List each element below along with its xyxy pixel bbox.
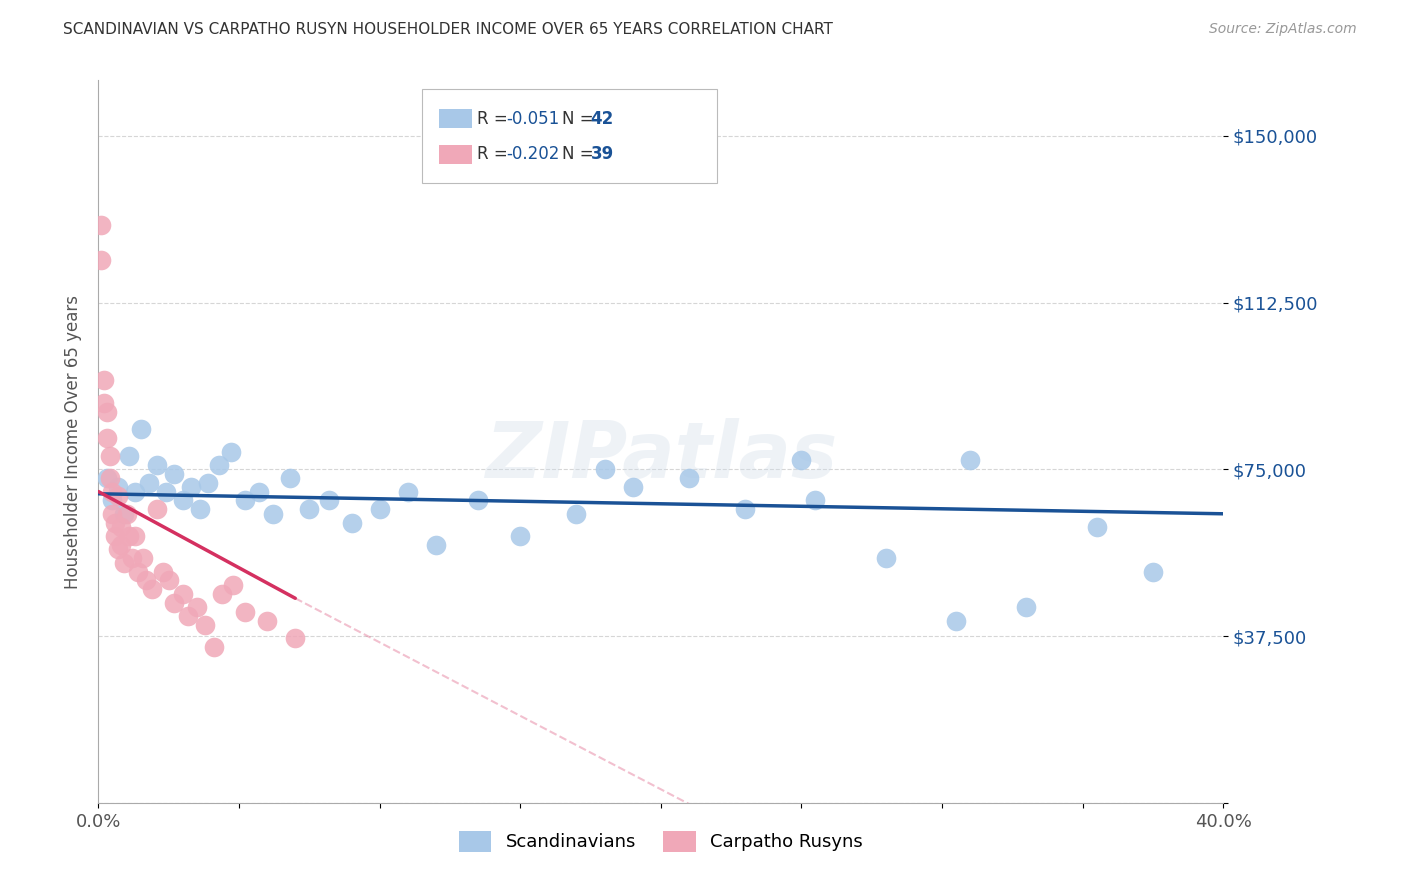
Legend: Scandinavians, Carpatho Rusyns: Scandinavians, Carpatho Rusyns [451,823,870,859]
Point [135,574,157,588]
Point [959,453,981,467]
Text: ZIPatlas: ZIPatlas [485,418,837,494]
Point [163,467,186,481]
Point [678,471,700,485]
Point [132,551,155,566]
Point [118,529,141,543]
Point [98,449,121,463]
Point [219,444,242,458]
Point [101,493,124,508]
Point [211,587,233,601]
Point [96,471,118,485]
Y-axis label: Householder Income Over 65 years: Householder Income Over 65 years [63,294,82,589]
Point [233,493,256,508]
Point [262,507,284,521]
Point [593,462,616,476]
Point [96,431,118,445]
Text: 42: 42 [591,110,614,128]
Point [734,502,756,516]
Text: -0.051: -0.051 [506,110,560,128]
Point [90,253,112,268]
Point [172,493,194,508]
Point [129,422,152,436]
Point [368,502,391,516]
Point [107,480,129,494]
Point [509,529,531,543]
Point [194,618,217,632]
Point [107,542,129,557]
Point [340,516,363,530]
Point [124,484,146,499]
Point [101,507,124,521]
Point [101,484,124,499]
Point [1015,600,1038,615]
Text: N =: N = [562,110,599,128]
Point [256,614,278,628]
Point [112,556,135,570]
Point [110,538,132,552]
Point [157,574,180,588]
Point [284,632,307,646]
Text: R =: R = [477,145,513,163]
Point [804,493,827,508]
Point [208,458,231,472]
Point [115,507,138,521]
Point [104,516,127,530]
Point [565,507,588,521]
Point [155,484,177,499]
Text: N =: N = [562,145,599,163]
Point [107,489,129,503]
Point [110,520,132,534]
Point [93,373,115,387]
Point [93,395,115,409]
Point [396,484,419,499]
Point [1085,520,1108,534]
Point [152,565,174,579]
Point [112,507,135,521]
Point [621,480,644,494]
Point [177,609,200,624]
Point [790,453,813,467]
Point [247,484,270,499]
Text: R =: R = [477,110,513,128]
Point [90,218,112,232]
Point [945,614,967,628]
Point [188,502,211,516]
Point [118,449,141,463]
Text: Source: ZipAtlas.com: Source: ZipAtlas.com [1209,22,1357,37]
Point [875,551,897,566]
Point [141,582,163,597]
Point [186,600,208,615]
Point [1142,565,1164,579]
Point [172,587,194,601]
Point [124,529,146,543]
Point [202,640,225,655]
Point [222,578,245,592]
Point [425,538,447,552]
Point [146,458,169,472]
Point [298,502,321,516]
Point [96,404,118,418]
Text: 39: 39 [591,145,614,163]
Point [318,493,340,508]
Point [138,475,160,490]
Point [233,605,256,619]
Point [163,596,186,610]
Point [127,565,149,579]
Point [278,471,301,485]
Point [180,480,202,494]
Text: SCANDINAVIAN VS CARPATHO RUSYN HOUSEHOLDER INCOME OVER 65 YEARS CORRELATION CHAR: SCANDINAVIAN VS CARPATHO RUSYN HOUSEHOLD… [63,22,834,37]
Text: -0.202: -0.202 [506,145,560,163]
Point [197,475,219,490]
Point [98,471,121,485]
Point [467,493,489,508]
Point [121,551,143,566]
Point [146,502,169,516]
Point [104,529,127,543]
